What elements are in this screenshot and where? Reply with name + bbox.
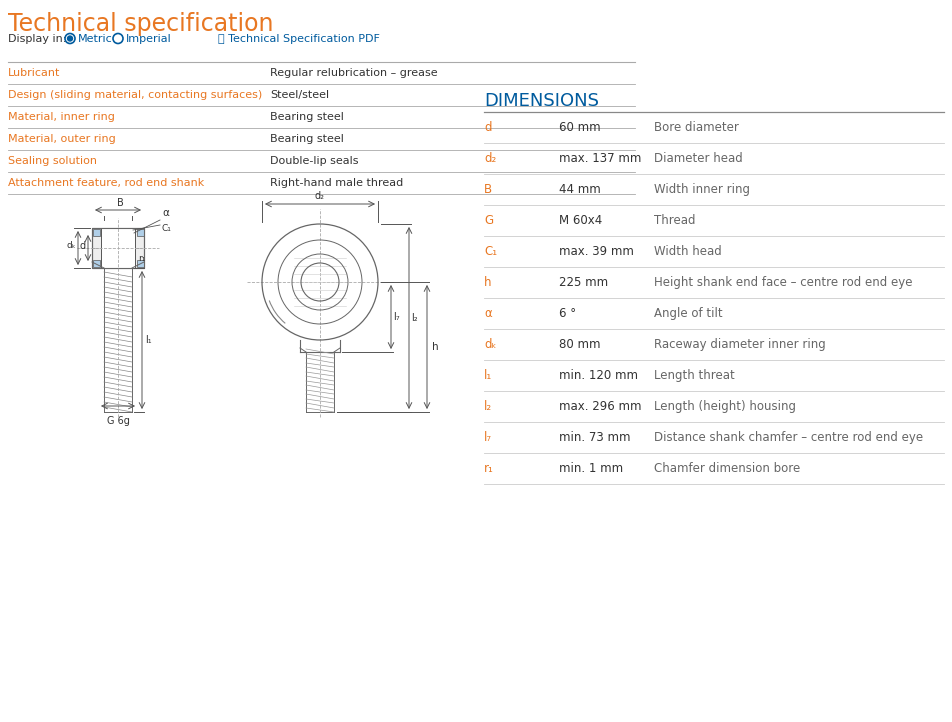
Bar <box>92 240 144 256</box>
Text: DIMENSIONS: DIMENSIONS <box>484 92 599 110</box>
Text: d₂: d₂ <box>315 191 325 201</box>
Text: α: α <box>484 307 491 320</box>
Bar <box>101 228 135 268</box>
Text: M 60x4: M 60x4 <box>559 214 602 227</box>
Text: ⤓ Technical Specification PDF: ⤓ Technical Specification PDF <box>218 34 380 44</box>
Text: d: d <box>80 241 86 251</box>
Text: dₖ: dₖ <box>484 338 496 351</box>
Text: G 6g: G 6g <box>107 416 129 426</box>
Text: Width head: Width head <box>653 245 721 258</box>
Text: Right-hand male thread: Right-hand male thread <box>269 178 403 188</box>
Text: max. 296 mm: max. 296 mm <box>559 400 641 413</box>
Text: α: α <box>162 208 169 218</box>
Text: Raceway diameter inner ring: Raceway diameter inner ring <box>653 338 824 351</box>
Text: C₁: C₁ <box>484 245 497 258</box>
Text: dₖ: dₖ <box>67 241 76 251</box>
Text: min. 1 mm: min. 1 mm <box>559 462 623 475</box>
Text: Technical specification: Technical specification <box>8 12 273 36</box>
Text: G: G <box>484 214 492 227</box>
Text: Length (height) housing: Length (height) housing <box>653 400 795 413</box>
Text: B: B <box>116 198 123 208</box>
Text: Bore diameter: Bore diameter <box>653 121 738 134</box>
Text: 44 mm: 44 mm <box>559 183 600 196</box>
Bar <box>137 260 144 267</box>
Bar <box>93 260 100 267</box>
Text: Width inner ring: Width inner ring <box>653 183 749 196</box>
Bar <box>104 232 132 240</box>
Text: l₇: l₇ <box>392 312 399 322</box>
Text: 6 °: 6 ° <box>559 307 576 320</box>
Text: l₇: l₇ <box>484 431 491 444</box>
Text: l₂: l₂ <box>410 313 417 323</box>
Bar <box>92 228 144 268</box>
Text: max. 39 mm: max. 39 mm <box>559 245 633 258</box>
Text: Diameter head: Diameter head <box>653 152 742 165</box>
Text: l₁: l₁ <box>484 369 492 382</box>
Text: Angle of tilt: Angle of tilt <box>653 307 722 320</box>
Bar <box>104 232 132 240</box>
Text: l₂: l₂ <box>484 400 491 413</box>
Text: B: B <box>484 183 491 196</box>
Text: Design (sliding material, contacting surfaces): Design (sliding material, contacting sur… <box>8 90 262 100</box>
Text: min. 120 mm: min. 120 mm <box>559 369 637 382</box>
Text: Double-lip seals: Double-lip seals <box>269 156 358 166</box>
Text: Display in:: Display in: <box>8 34 67 44</box>
Text: 80 mm: 80 mm <box>559 338 600 351</box>
Text: l₁: l₁ <box>145 335 151 345</box>
Text: Chamfer dimension bore: Chamfer dimension bore <box>653 462 800 475</box>
Text: min. 73 mm: min. 73 mm <box>559 431 630 444</box>
Text: d₂: d₂ <box>484 152 496 165</box>
Text: h: h <box>484 276 491 289</box>
Text: Steel/steel: Steel/steel <box>269 90 328 100</box>
Text: 225 mm: 225 mm <box>559 276 607 289</box>
Text: Thread: Thread <box>653 214 695 227</box>
Text: Material, outer ring: Material, outer ring <box>8 134 115 144</box>
Text: d: d <box>484 121 491 134</box>
Text: Sealing solution: Sealing solution <box>8 156 97 166</box>
Text: Imperial: Imperial <box>126 34 171 44</box>
Text: r₁: r₁ <box>138 254 146 263</box>
Bar <box>93 229 100 236</box>
Text: Attachment feature, rod end shank: Attachment feature, rod end shank <box>8 178 204 188</box>
Text: C₁: C₁ <box>162 224 171 233</box>
Text: Regular relubrication – grease: Regular relubrication – grease <box>269 68 437 78</box>
Text: 60 mm: 60 mm <box>559 121 600 134</box>
Bar <box>92 228 144 268</box>
Text: Material, inner ring: Material, inner ring <box>8 112 115 122</box>
Text: Metric: Metric <box>78 34 112 44</box>
Text: Bearing steel: Bearing steel <box>269 134 344 144</box>
Text: Height shank end face – centre rod end eye: Height shank end face – centre rod end e… <box>653 276 912 289</box>
Text: r₁: r₁ <box>484 462 493 475</box>
Text: max. 137 mm: max. 137 mm <box>559 152 641 165</box>
Bar <box>137 229 144 236</box>
Text: Length threat: Length threat <box>653 369 734 382</box>
Text: Distance shank chamfer – centre rod end eye: Distance shank chamfer – centre rod end … <box>653 431 922 444</box>
Text: h: h <box>431 342 438 352</box>
Circle shape <box>68 36 72 41</box>
Text: Lubricant: Lubricant <box>8 68 60 78</box>
Text: Bearing steel: Bearing steel <box>269 112 344 122</box>
